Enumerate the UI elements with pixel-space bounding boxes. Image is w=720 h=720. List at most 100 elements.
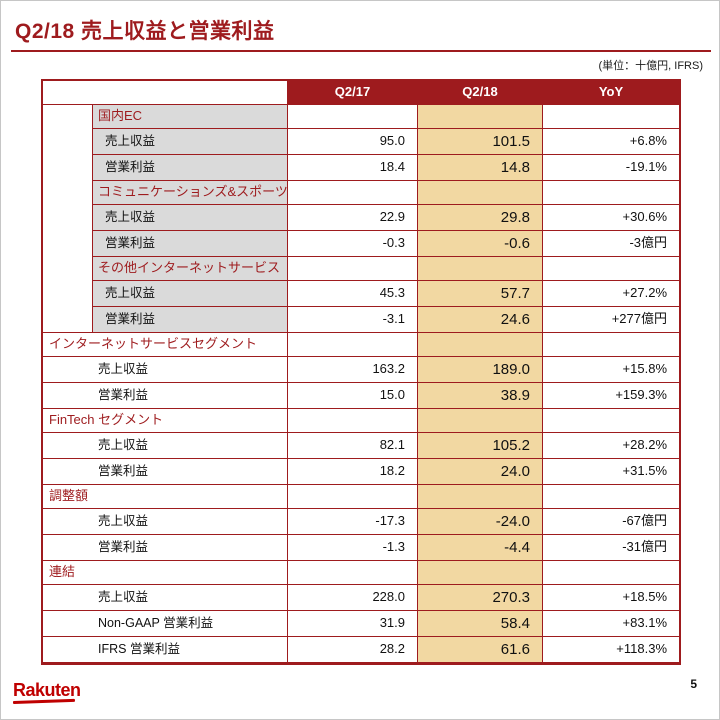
empty-cell-highlight bbox=[418, 561, 543, 585]
empty-cell bbox=[288, 485, 418, 509]
empty-cell bbox=[288, 105, 418, 129]
empty-cell bbox=[543, 181, 679, 205]
indent-strip bbox=[43, 257, 93, 281]
value-yoy: +30.6% bbox=[543, 205, 679, 231]
value-yoy: +15.8% bbox=[543, 357, 679, 383]
value-yoy: +118.3% bbox=[543, 637, 679, 663]
value-q218: 58.4 bbox=[418, 611, 543, 637]
value-q217: 15.0 bbox=[288, 383, 418, 409]
value-yoy: +159.3% bbox=[543, 383, 679, 409]
indent-strip bbox=[43, 129, 93, 155]
empty-cell-highlight bbox=[418, 409, 543, 433]
group-label: インターネットサービスセグメント bbox=[43, 333, 288, 357]
value-yoy: +31.5% bbox=[543, 459, 679, 485]
column-header: YoY bbox=[543, 81, 679, 105]
row-label: 売上収益 bbox=[43, 357, 288, 383]
group-label: 調整額 bbox=[43, 485, 288, 509]
value-q218: 270.3 bbox=[418, 585, 543, 611]
value-q218: 105.2 bbox=[418, 433, 543, 459]
value-q218: 24.6 bbox=[418, 307, 543, 333]
value-q218: 29.8 bbox=[418, 205, 543, 231]
value-q217: 228.0 bbox=[288, 585, 418, 611]
indent-strip bbox=[43, 231, 93, 257]
value-q217: 95.0 bbox=[288, 129, 418, 155]
value-q218: -24.0 bbox=[418, 509, 543, 535]
value-yoy: +18.5% bbox=[543, 585, 679, 611]
empty-cell-highlight bbox=[418, 105, 543, 129]
value-q217: 45.3 bbox=[288, 281, 418, 307]
column-header: Q2/18 bbox=[418, 81, 543, 105]
value-yoy: +83.1% bbox=[543, 611, 679, 637]
empty-cell bbox=[543, 105, 679, 129]
empty-cell bbox=[543, 561, 679, 585]
row-label: 売上収益 bbox=[43, 585, 288, 611]
indent-strip bbox=[43, 105, 93, 129]
value-q218: 189.0 bbox=[418, 357, 543, 383]
value-q218: 101.5 bbox=[418, 129, 543, 155]
value-q217: 18.2 bbox=[288, 459, 418, 485]
row-label: 営業利益 bbox=[93, 231, 288, 257]
indent-strip bbox=[43, 155, 93, 181]
value-yoy: -3億円 bbox=[543, 231, 679, 257]
value-q218: 24.0 bbox=[418, 459, 543, 485]
row-label: 売上収益 bbox=[93, 129, 288, 155]
group-label: その他インターネットサービス bbox=[93, 257, 288, 281]
indent-strip bbox=[43, 181, 93, 205]
empty-cell-highlight bbox=[418, 485, 543, 509]
value-yoy: -19.1% bbox=[543, 155, 679, 181]
group-label: コミュニケーションズ&スポーツ bbox=[93, 181, 288, 205]
empty-cell bbox=[288, 561, 418, 585]
value-q218: 57.7 bbox=[418, 281, 543, 307]
value-q217: 28.2 bbox=[288, 637, 418, 663]
value-q217: -17.3 bbox=[288, 509, 418, 535]
page-title: Q2/18 売上収益と営業利益 bbox=[15, 20, 275, 43]
empty-cell bbox=[543, 409, 679, 433]
value-yoy: +6.8% bbox=[543, 129, 679, 155]
value-q218: 61.6 bbox=[418, 637, 543, 663]
empty-cell bbox=[288, 333, 418, 357]
value-yoy: +28.2% bbox=[543, 433, 679, 459]
value-yoy: -31億円 bbox=[543, 535, 679, 561]
value-q217: -0.3 bbox=[288, 231, 418, 257]
rakuten-logo-text: Rakuten bbox=[13, 680, 81, 700]
value-q218: 14.8 bbox=[418, 155, 543, 181]
group-label: 連結 bbox=[43, 561, 288, 585]
value-q217: 163.2 bbox=[288, 357, 418, 383]
value-q217: -3.1 bbox=[288, 307, 418, 333]
empty-cell bbox=[543, 333, 679, 357]
empty-cell-highlight bbox=[418, 333, 543, 357]
unit-note: (単位：十億円, IFRS) bbox=[598, 60, 704, 72]
page-number: 5 bbox=[690, 677, 697, 691]
indent-strip bbox=[43, 281, 93, 307]
empty-cell bbox=[543, 257, 679, 281]
row-label: 営業利益 bbox=[93, 307, 288, 333]
empty-cell bbox=[288, 409, 418, 433]
indent-strip bbox=[43, 307, 93, 333]
value-q217: 82.1 bbox=[288, 433, 418, 459]
empty-cell bbox=[288, 181, 418, 205]
empty-cell-highlight bbox=[418, 181, 543, 205]
value-q217: 22.9 bbox=[288, 205, 418, 231]
row-label: 売上収益 bbox=[43, 433, 288, 459]
row-label: 営業利益 bbox=[43, 383, 288, 409]
title-divider bbox=[11, 50, 711, 52]
empty-cell bbox=[288, 257, 418, 281]
row-label: IFRS 営業利益 bbox=[43, 637, 288, 663]
value-q217: -1.3 bbox=[288, 535, 418, 561]
value-q217: 18.4 bbox=[288, 155, 418, 181]
indent-strip bbox=[43, 205, 93, 231]
group-label: FinTech セグメント bbox=[43, 409, 288, 433]
row-label: 売上収益 bbox=[43, 509, 288, 535]
value-q218: 38.9 bbox=[418, 383, 543, 409]
empty-cell bbox=[543, 485, 679, 509]
value-yoy: -67億円 bbox=[543, 509, 679, 535]
empty-cell-highlight bbox=[418, 257, 543, 281]
value-q218: -0.6 bbox=[418, 231, 543, 257]
row-label: 売上収益 bbox=[93, 205, 288, 231]
table-corner-cell bbox=[43, 81, 288, 105]
row-label: Non-GAAP 営業利益 bbox=[43, 611, 288, 637]
value-q217: 31.9 bbox=[288, 611, 418, 637]
row-label: 売上収益 bbox=[93, 281, 288, 307]
value-yoy: +27.2% bbox=[543, 281, 679, 307]
